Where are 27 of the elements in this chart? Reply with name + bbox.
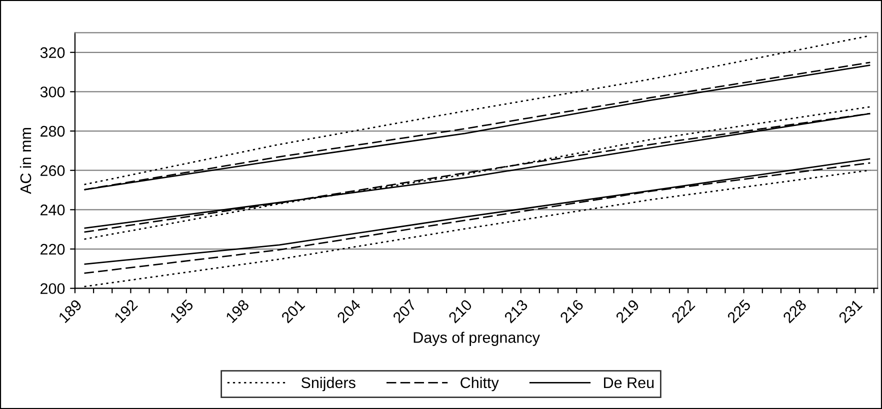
x-tick-label: 204 [336, 298, 362, 324]
y-tick-label: 220 [40, 244, 65, 255]
x-tick-label: 228 [782, 298, 808, 324]
y-tick-label: 300 [40, 86, 65, 98]
x-axis-title: Days of pregnancy [414, 332, 540, 346]
y-tick-label: 200 [40, 283, 65, 294]
x-tick-label: 213 [504, 298, 528, 324]
x-tick-label: 201 [280, 298, 306, 324]
x-tick-label: 195 [170, 298, 194, 324]
x-tick-label: 225 [726, 298, 752, 324]
y-tick-label: 240 [40, 204, 65, 216]
y-axis-title: AC in mm [20, 128, 32, 194]
legend-label: Snijders [301, 376, 356, 392]
x-tick-label: 198 [225, 298, 250, 324]
x-tick-label: 192 [114, 298, 138, 324]
x-tick-label: 189 [58, 298, 82, 324]
legend-label: Chitty [460, 376, 499, 392]
x-tick-label: 207 [392, 298, 417, 324]
x-tick-label: 222 [670, 298, 696, 324]
x-tick-label: 219 [615, 298, 640, 324]
x-tick-label: 216 [559, 298, 584, 324]
x-tick-label: 231 [838, 298, 863, 324]
y-tick-label: 320 [40, 47, 65, 58]
legend-label: De Reu [604, 377, 654, 388]
y-tick-label: 260 [40, 165, 65, 176]
y-tick-label: 280 [40, 126, 65, 137]
x-tick-label: 210 [448, 298, 473, 324]
